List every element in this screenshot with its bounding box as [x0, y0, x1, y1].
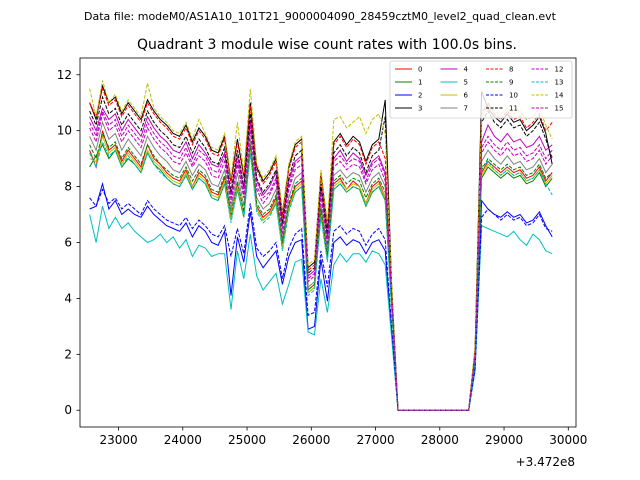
legend-box: [389, 60, 573, 119]
legend-label-14: 14: [555, 92, 564, 100]
legend-label-6: 6: [464, 92, 469, 100]
series-line-9: [89, 132, 553, 411]
x-tick-label: 30000: [549, 433, 587, 447]
y-tick-label: 8: [64, 180, 72, 194]
x-tick-label: 23000: [99, 433, 137, 447]
y-tick-label: 4: [64, 291, 72, 305]
chart-title: Quadrant 3 module wise count rates with …: [137, 37, 517, 53]
legend-label-10: 10: [509, 92, 518, 100]
series-line-11: [89, 95, 553, 411]
legend-label-5: 5: [464, 79, 468, 87]
legend-label-0: 0: [418, 66, 422, 74]
legend-label-8: 8: [509, 66, 513, 74]
x-tick-label: 29000: [485, 433, 523, 447]
x-tick-label: 28000: [421, 433, 459, 447]
x-tick-label: 27000: [356, 433, 394, 447]
legend-label-1: 1: [418, 79, 422, 87]
legend-label-13: 13: [555, 79, 564, 87]
series-line-13: [89, 140, 553, 411]
x-tick-label: 25000: [228, 433, 266, 447]
y-tick-label: 10: [57, 124, 72, 138]
y-tick-label: 12: [57, 68, 72, 82]
legend-label-7: 7: [464, 105, 468, 113]
series-line-8: [89, 87, 553, 411]
axes: 23000 24000 25000 26000 27000 28000 29000 30000…: [57, 57, 587, 447]
series-line-14: [89, 80, 553, 411]
y-tick-label: 6: [64, 236, 72, 250]
plot-area: [89, 80, 553, 411]
x-offset-label: +3.472e8: [516, 455, 575, 469]
legend-label-3: 3: [418, 105, 422, 113]
suptitle: Data file: modeM0/AS1A10_101T21_90000040…: [84, 10, 557, 23]
x-tick-label: 26000: [292, 433, 330, 447]
y-tick-label: 0: [64, 403, 72, 417]
series-line-10: [89, 188, 553, 411]
legend-label-9: 9: [509, 79, 513, 87]
legend-label-4: 4: [464, 66, 469, 74]
series-line-15: [89, 109, 553, 411]
x-tick-label: 24000: [164, 433, 202, 447]
series-line-5: [89, 206, 553, 411]
y-tick-label: 2: [64, 347, 72, 361]
legend-label-15: 15: [555, 105, 564, 113]
legend-label-2: 2: [418, 92, 422, 100]
legend-label-12: 12: [555, 66, 564, 74]
legend-label-11: 11: [509, 105, 518, 113]
